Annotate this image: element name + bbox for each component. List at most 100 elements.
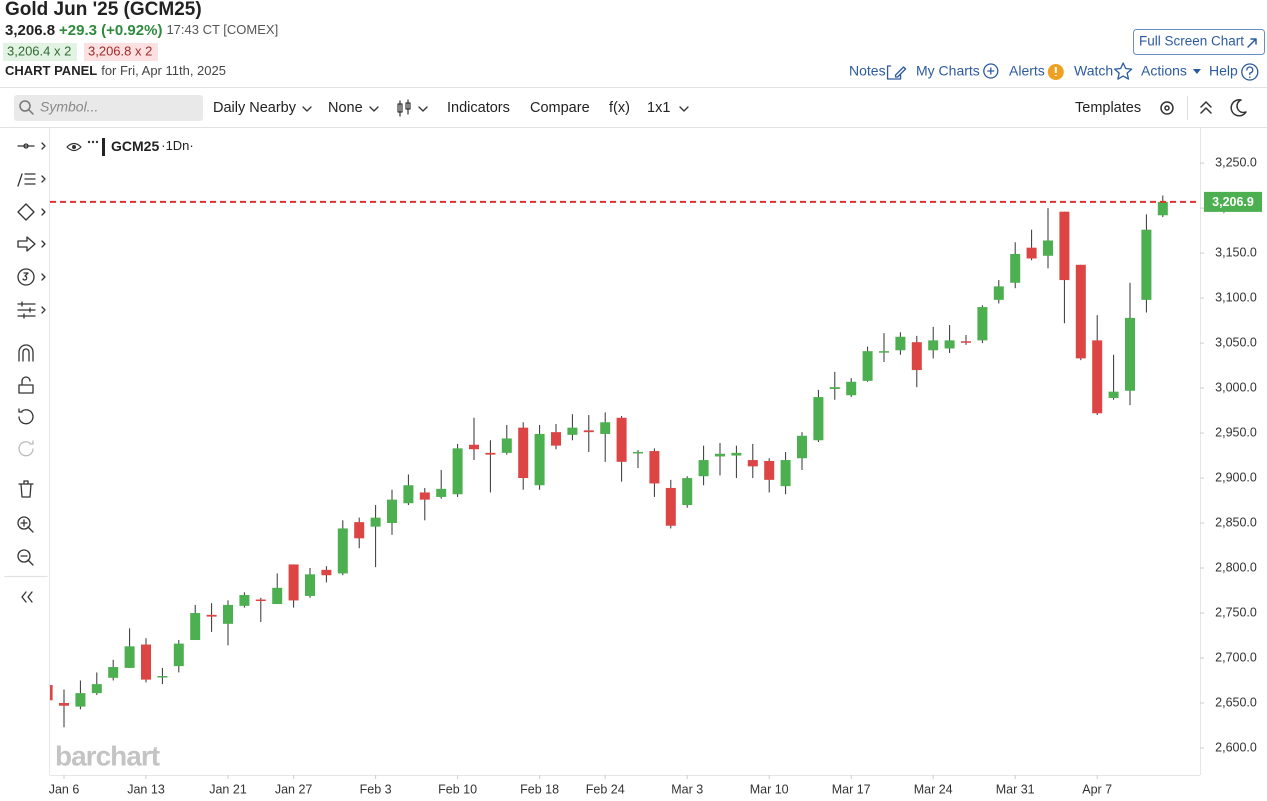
symbol-input[interactable] — [14, 95, 203, 121]
candle-body — [190, 613, 201, 641]
candle-body — [157, 676, 168, 678]
candle-body — [387, 499, 397, 524]
candle-body — [173, 643, 184, 667]
tool-lock[interactable] — [18, 376, 34, 394]
menu-dot[interactable] — [91, 140, 95, 144]
eye-icon — [72, 145, 76, 149]
y-tick-label: 2,650.0 — [1215, 695, 1257, 709]
candle-body — [91, 684, 102, 694]
tool-magnet[interactable] — [18, 344, 34, 362]
x-tick-label: Mar 10 — [750, 782, 789, 796]
tool-count[interactable] — [22, 272, 46, 281]
y-tick-label: 2,750.0 — [1215, 605, 1257, 619]
toolbar-item[interactable]: Compare — [530, 100, 590, 116]
settings-icon[interactable] — [1160, 101, 1174, 115]
candle-body — [469, 444, 479, 450]
candle-body — [239, 595, 250, 606]
y-tick-label: 2,600.0 — [1215, 740, 1257, 754]
candle-body — [862, 351, 873, 381]
tool-measure[interactable] — [17, 301, 46, 319]
candle-body — [141, 644, 151, 680]
candle-body — [223, 604, 233, 624]
dark-mode-icon[interactable] — [1230, 99, 1247, 117]
tool-delete[interactable] — [18, 480, 34, 498]
nav-link[interactable]: Actions — [1141, 63, 1187, 79]
add-icon — [987, 67, 995, 75]
candle-body — [813, 397, 824, 441]
tool-arrow[interactable] — [17, 236, 46, 252]
legend-bar — [102, 138, 105, 156]
legend-interval: ·1Dn· — [161, 138, 194, 153]
tool-shape[interactable] — [17, 203, 46, 221]
candle-body — [600, 422, 611, 434]
candle-body — [501, 438, 512, 453]
y-tick-label: 3,250.0 — [1215, 155, 1257, 169]
candle-body — [1141, 229, 1152, 300]
y-tick-label: 2,850.0 — [1215, 515, 1257, 529]
change: +29.3 (+0.92%) — [59, 22, 162, 39]
toolbar-item[interactable]: None — [328, 100, 363, 116]
candle-body — [715, 453, 725, 457]
quote-line: 3,206.8 +29.3 (+0.92%) 17:43 CT [COMEX] — [5, 22, 278, 39]
bid: 3,206.4 x 2 — [7, 43, 71, 58]
tool-zoom-out[interactable] — [17, 549, 34, 566]
candle-body — [993, 286, 1004, 300]
tool-line[interactable] — [17, 142, 46, 150]
candle-body — [731, 452, 742, 456]
tool-collapse[interactable] — [21, 591, 33, 603]
candle-body — [272, 587, 283, 605]
collapse-icon[interactable] — [1200, 101, 1212, 114]
add-icon — [983, 63, 999, 79]
templates[interactable]: Templates — [1075, 100, 1141, 116]
left-toolbar — [4, 142, 48, 603]
candle-body — [288, 564, 299, 601]
tool-count[interactable] — [17, 268, 35, 286]
x-tick-label: Feb 18 — [520, 782, 559, 796]
x-tick-label: Jan 6 — [49, 782, 80, 796]
nav-link[interactable]: Notes — [849, 63, 886, 79]
ask-box — [84, 43, 158, 61]
candle-body — [551, 432, 561, 446]
menu-dot[interactable] — [95, 140, 99, 144]
candle-body — [1092, 340, 1103, 414]
candle-body — [370, 517, 381, 527]
candle-body — [895, 336, 906, 351]
toolbar-item[interactable]: 1x1 — [647, 100, 670, 116]
tool-redo[interactable] — [18, 440, 34, 457]
menu-dot[interactable] — [87, 140, 91, 144]
nav-link[interactable]: Help — [1209, 63, 1238, 79]
candle-body — [108, 667, 119, 678]
toolbar-item[interactable]: Daily Nearby — [213, 100, 297, 116]
eye-icon[interactable] — [66, 142, 82, 152]
x-tick-label: Feb 3 — [360, 782, 392, 796]
candle-body — [1075, 264, 1086, 359]
candle-body — [583, 430, 594, 433]
full-screen-button[interactable] — [1133, 29, 1265, 55]
candle-body — [321, 569, 332, 576]
tool-undo[interactable] — [18, 408, 34, 425]
tool-fib[interactable] — [17, 173, 46, 187]
candle-body — [928, 340, 939, 351]
star-icon — [1114, 62, 1133, 80]
toolbar-item[interactable]: f(x) — [609, 100, 630, 116]
last-price-box — [1204, 191, 1262, 212]
panel-line: CHART PANEL for Fri, Apr 11th, 2025 — [5, 63, 226, 78]
x-tick-label: Mar 31 — [996, 782, 1035, 796]
help-icon — [1246, 66, 1254, 79]
nav-link[interactable]: My Charts — [916, 63, 980, 79]
y-tick-label: 3,000.0 — [1215, 380, 1257, 394]
nav-link[interactable]: Alerts — [1009, 63, 1045, 79]
search-icon — [19, 100, 31, 112]
tool-zoom-in[interactable] — [17, 516, 34, 533]
symbol-placeholder[interactable]: Symbol... — [40, 99, 98, 115]
candle-body — [961, 341, 971, 343]
candle-body — [911, 342, 922, 371]
candle-body — [1157, 201, 1168, 216]
full-screen-label[interactable]: Full Screen Chart — [1139, 34, 1244, 49]
toolbar-item[interactable]: Indicators — [447, 100, 510, 116]
candle-body — [124, 646, 135, 668]
nav-row: Notes My Charts Alerts Watch Actions Help — [849, 62, 1259, 81]
bid-box — [3, 43, 77, 61]
chevron — [369, 106, 379, 112]
nav-link[interactable]: Watch — [1074, 63, 1113, 79]
